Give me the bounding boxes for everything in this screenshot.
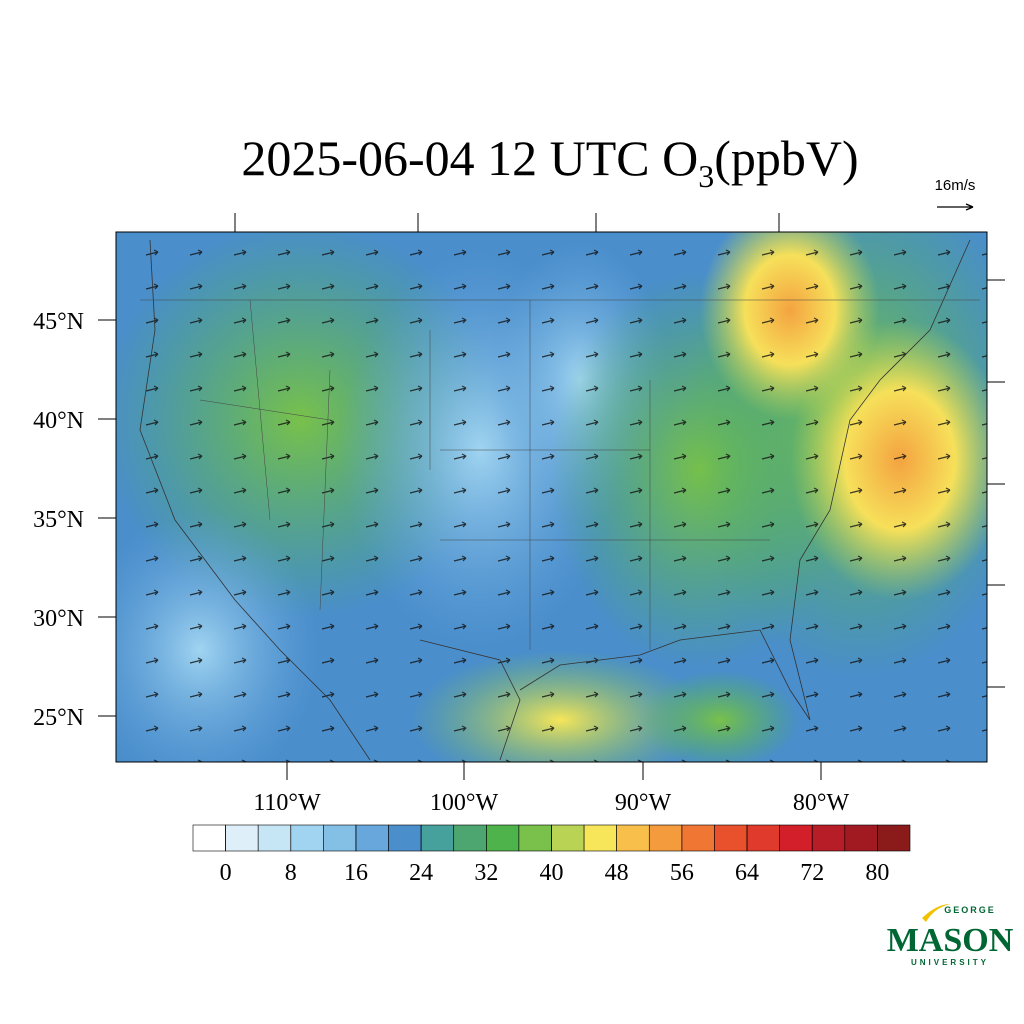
- colorbar-box: [616, 824, 650, 852]
- lon-label: 100°W: [430, 790, 499, 816]
- lat-label: 35°N: [33, 507, 84, 533]
- colorbar-box: [681, 824, 715, 852]
- colorbar-box: [714, 824, 748, 852]
- axis-ticks: [98, 213, 1005, 780]
- lon-label: 110°W: [253, 790, 321, 816]
- colorbar-box: [355, 824, 389, 852]
- colorbar-box: [290, 824, 324, 852]
- colorbar-box: [583, 824, 617, 852]
- colorbar: 0 8 16 24 32 40 48 56 64 72 80: [192, 824, 911, 886]
- logo-main: MASON: [887, 922, 1014, 959]
- colorbar-box: [323, 824, 357, 852]
- colorbar-label: 64: [735, 860, 759, 886]
- lat-label: 40°N: [33, 408, 84, 434]
- colorbar-box: [453, 824, 487, 852]
- map-frame: [115, 231, 988, 763]
- lat-label: 25°N: [33, 705, 84, 731]
- title-unit: (ppbV): [714, 130, 858, 186]
- colorbar-label: 40: [540, 860, 564, 886]
- colorbar-label: 8: [285, 860, 297, 886]
- colorbar-box: [518, 824, 552, 852]
- colorbar-box: [225, 824, 259, 852]
- colorbar-box: [486, 824, 520, 852]
- colorbar-label: 16: [344, 860, 368, 886]
- colorbar-label: 0: [220, 860, 232, 886]
- colorbar-box: [388, 824, 422, 852]
- lon-label: 80°W: [793, 790, 850, 816]
- colorbar-label: 24: [409, 860, 433, 886]
- colorbar-label: 72: [800, 860, 824, 886]
- colorbar-box: [551, 824, 585, 852]
- colorbar-label: 80: [865, 860, 889, 886]
- lon-label: 90°W: [615, 790, 672, 816]
- colorbar-label: 48: [605, 860, 629, 886]
- logo-top: GEORGE: [944, 905, 996, 915]
- logo-bottom: UNIVERSITY: [911, 958, 989, 967]
- axes: 45°N 40°N 35°N 30°N 25°N 110°W 100°W 90°W 80°W: [33, 213, 1005, 816]
- colorbar-label: 32: [474, 860, 498, 886]
- logo: GEORGE MASON UNIVERSITY: [887, 904, 1014, 967]
- colorbar-box: [746, 824, 780, 852]
- title-main: 2025-06-04 12 UTC O: [241, 130, 698, 186]
- reference-arrow: [937, 203, 974, 211]
- vector-reference: 16m/s: [935, 177, 976, 194]
- map-field: [116, 232, 987, 762]
- colorbar-box: [844, 824, 878, 852]
- colorbar-box: [648, 824, 683, 852]
- colorbar-box: [877, 824, 911, 852]
- colorbar-label: 56: [670, 860, 694, 886]
- colorbar-box: [257, 824, 292, 852]
- colorbar-box: [779, 824, 813, 852]
- title: 2025-06-04 12 UTC O3(ppbV): [241, 130, 858, 194]
- colorbar-box: [420, 824, 455, 852]
- lat-label: 30°N: [33, 606, 84, 632]
- lat-label: 45°N: [33, 309, 84, 335]
- colorbar-box: [811, 824, 846, 852]
- title-subscript: 3: [698, 158, 714, 194]
- colorbar-box: [192, 824, 226, 852]
